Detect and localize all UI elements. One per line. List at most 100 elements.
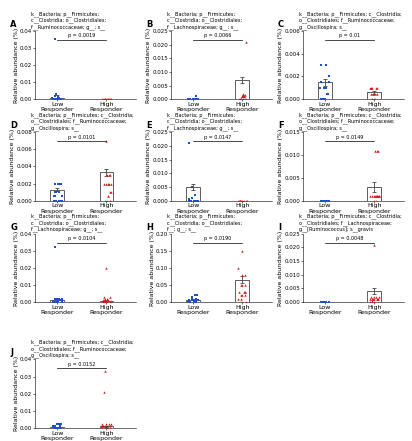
Point xyxy=(375,147,382,154)
Point xyxy=(99,299,105,306)
Point xyxy=(194,197,201,204)
Point xyxy=(375,293,382,300)
Text: k__Bacteria; p__Firmicutes; c__Clostridia;
o__Clostridiales; f__Ruminococcaceae;: k__Bacteria; p__Firmicutes; c__Clostridi… xyxy=(31,112,133,131)
Point xyxy=(99,422,105,430)
Point xyxy=(106,96,112,103)
Point xyxy=(194,96,201,103)
Point xyxy=(325,197,332,204)
Point xyxy=(101,297,107,304)
Bar xyxy=(50,190,64,201)
Point xyxy=(243,96,250,103)
Point xyxy=(101,96,108,103)
Y-axis label: Relative abundance (%): Relative abundance (%) xyxy=(10,129,15,204)
Point xyxy=(237,197,243,204)
Bar xyxy=(186,187,200,201)
Point xyxy=(52,299,59,306)
Text: G: G xyxy=(10,223,17,232)
Point xyxy=(186,96,192,103)
Point xyxy=(374,90,380,97)
Point xyxy=(371,96,377,103)
Point xyxy=(236,96,242,103)
Point xyxy=(318,299,325,306)
Point xyxy=(98,422,105,430)
Point xyxy=(102,96,109,103)
Point xyxy=(237,197,243,204)
Point xyxy=(323,197,330,204)
Point xyxy=(99,422,105,430)
Y-axis label: Relative abundance (%): Relative abundance (%) xyxy=(146,27,151,103)
Point xyxy=(103,180,110,187)
Point xyxy=(244,197,250,204)
Point xyxy=(192,192,198,199)
Point xyxy=(51,197,58,204)
Text: J: J xyxy=(10,348,13,357)
Point xyxy=(59,197,66,204)
Point xyxy=(52,244,59,251)
Point xyxy=(325,299,332,306)
Text: p = 0.0190: p = 0.0190 xyxy=(204,236,232,241)
Point xyxy=(241,271,248,278)
Point xyxy=(318,299,325,306)
Point xyxy=(59,193,66,200)
Point xyxy=(188,197,194,204)
Point xyxy=(52,424,58,431)
Point xyxy=(372,147,379,154)
Point xyxy=(323,84,329,91)
Point xyxy=(49,96,56,103)
Point xyxy=(367,299,374,306)
Point xyxy=(192,297,199,304)
Point xyxy=(323,299,330,306)
Point xyxy=(103,197,110,204)
Point xyxy=(192,295,199,302)
Point xyxy=(322,299,329,306)
Point xyxy=(189,295,196,302)
Point xyxy=(323,299,330,306)
Point xyxy=(189,183,196,191)
Point xyxy=(185,299,192,306)
Point xyxy=(192,292,198,299)
Point xyxy=(55,297,62,304)
Point xyxy=(101,180,107,187)
Text: k__Bacteria; p__Firmicutes; c__Clostridia;
o__Clostridiales; f__Ruminococcaceae;: k__Bacteria; p__Firmicutes; c__Clostridi… xyxy=(31,340,133,358)
Point xyxy=(56,189,63,196)
Point xyxy=(372,90,378,97)
Point xyxy=(191,297,198,304)
Point xyxy=(185,140,192,147)
Point xyxy=(53,189,59,196)
Point xyxy=(192,295,199,302)
Point xyxy=(185,297,192,304)
Point xyxy=(190,96,197,103)
Bar xyxy=(100,426,113,428)
Point xyxy=(236,197,243,204)
Point xyxy=(108,189,115,196)
Point xyxy=(59,197,65,204)
Point xyxy=(238,281,245,288)
Point xyxy=(370,90,377,97)
Point xyxy=(240,93,247,100)
Point xyxy=(50,193,57,200)
Point xyxy=(187,96,194,103)
Point xyxy=(56,96,63,103)
Point xyxy=(371,197,377,204)
Point xyxy=(368,84,375,91)
Point xyxy=(189,194,195,202)
Point xyxy=(326,299,332,306)
Point xyxy=(190,197,197,204)
Point xyxy=(54,424,61,431)
Point xyxy=(102,299,109,306)
Point xyxy=(185,197,192,204)
Text: k__Bacteria; p__Firmicutes;
c__Clostridia; o__Clostridiales;
f__Lachnospiraceae;: k__Bacteria; p__Firmicutes; c__Clostridi… xyxy=(31,214,106,232)
Text: k__Bacteria; p__Firmicutes; c__Clostridia;
o__Clostridiales; f__Ruminococcaceae;: k__Bacteria; p__Firmicutes; c__Clostridi… xyxy=(299,112,401,131)
Text: p = 0.0147: p = 0.0147 xyxy=(204,135,232,140)
Point xyxy=(101,299,107,306)
Bar xyxy=(100,172,113,201)
Point xyxy=(318,197,324,204)
Text: I: I xyxy=(278,223,281,232)
Point xyxy=(321,197,327,204)
Point xyxy=(375,193,381,200)
Point xyxy=(50,423,56,430)
Point xyxy=(107,298,114,305)
Point xyxy=(241,93,247,100)
Point xyxy=(59,299,65,306)
Bar xyxy=(368,93,381,99)
